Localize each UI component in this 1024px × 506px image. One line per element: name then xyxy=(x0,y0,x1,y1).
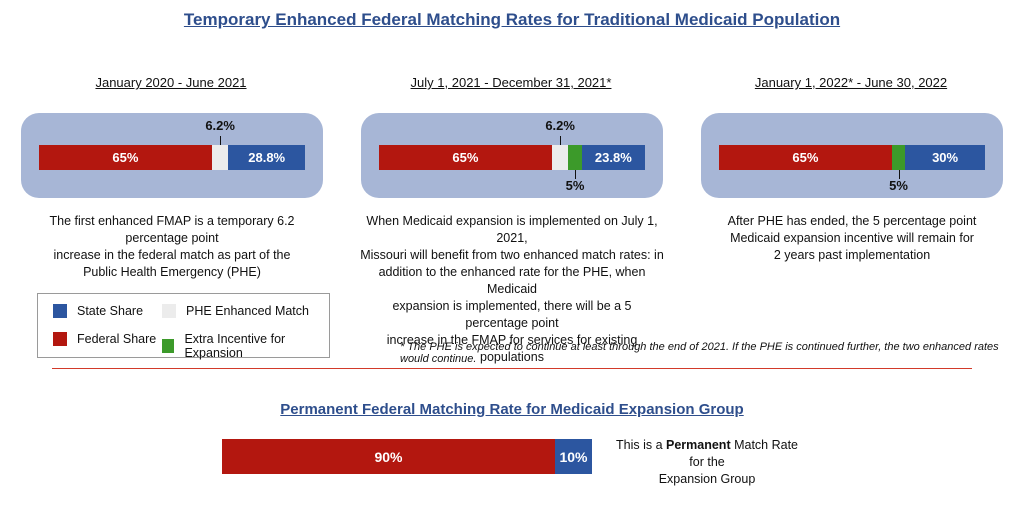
permanent-note: This is a Permanent Match Rate for the E… xyxy=(607,437,807,488)
bar-segment: 65% xyxy=(379,145,552,170)
bar-segment: 23.8% xyxy=(581,145,645,170)
data-label: 6.2% xyxy=(545,118,575,133)
legend-swatch xyxy=(53,304,67,318)
panel-2-description: When Medicaid expansion is implemented o… xyxy=(360,213,664,366)
note-suffix: Match Rate for the xyxy=(689,438,798,469)
bar-segment xyxy=(211,145,229,170)
legend-item-expansion-incentive: Extra Incentive for Expansion xyxy=(162,332,329,360)
legend-swatch xyxy=(53,332,67,346)
desc-line: The first enhanced FMAP is a temporary 6… xyxy=(49,214,295,245)
desc-line: addition to the enhanced rate for the PH… xyxy=(378,265,646,296)
legend-swatch xyxy=(162,304,176,318)
panel-1-title: January 2020 - June 2021 xyxy=(95,75,247,90)
desc-line: increase in the FMAP for services for ex… xyxy=(386,333,638,364)
legend-label: Federal Share xyxy=(77,332,157,346)
legend-label: State Share xyxy=(77,304,144,318)
desc-line: Medicaid expansion incentive will remain… xyxy=(730,231,974,245)
legend-label: Extra Incentive for Expansion xyxy=(184,332,286,360)
main-title: Temporary Enhanced Federal Matching Rate… xyxy=(183,10,841,29)
panel-3-description: After PHE has ended, the 5 percentage po… xyxy=(697,213,1007,264)
bar-segment xyxy=(551,145,569,170)
legend-swatch xyxy=(162,339,175,353)
data-label: 6.2% xyxy=(205,118,235,133)
note-bold: Permanent xyxy=(666,438,731,452)
label-tick xyxy=(898,170,900,179)
divider xyxy=(52,368,972,369)
desc-line: Public Health Emergency (PHE) xyxy=(83,265,261,279)
desc-line: When Medicaid expansion is implemented o… xyxy=(366,214,658,245)
permanent-note-line-2: Expansion Group xyxy=(658,472,756,486)
label-tick xyxy=(560,136,562,145)
data-label: 10% xyxy=(559,448,588,465)
footnote: * The PHE is expected to continue at lea… xyxy=(400,341,999,365)
permanent-title: Permanent Federal Matching Rate for Medi… xyxy=(280,401,744,418)
panel-3-title: January 1, 2022* - June 30, 2022 xyxy=(754,75,948,90)
legend-label: PHE Enhanced Match xyxy=(186,304,309,318)
legend-item-phe-enhanced: PHE Enhanced Match xyxy=(162,304,309,318)
legend-item-state-share: State Share xyxy=(53,304,143,318)
desc-line: Missouri will benefit from two enhanced … xyxy=(360,248,664,262)
bar-segment xyxy=(891,145,906,170)
bar-segment: 30% xyxy=(905,145,985,170)
desc-line: 2 years past implementation xyxy=(773,248,931,262)
data-label: 28.8% xyxy=(248,150,286,165)
panel-2-title: July 1, 2021 - December 31, 2021* xyxy=(410,75,612,90)
bar-segment: 65% xyxy=(719,145,892,170)
data-label: 90% xyxy=(374,448,403,465)
label-tick xyxy=(575,170,577,179)
data-label: 5% xyxy=(889,178,908,193)
panel-1-description: The first enhanced FMAP is a temporary 6… xyxy=(17,213,327,281)
data-label: 23.8% xyxy=(594,150,632,165)
data-label: 65% xyxy=(452,150,479,165)
data-label: 30% xyxy=(932,150,959,165)
data-label: 65% xyxy=(112,150,139,165)
data-label: 5% xyxy=(565,178,585,193)
permanent-note-line-1: This is a Permanent Match Rate for the xyxy=(607,437,807,471)
label-tick xyxy=(220,136,222,145)
bar-segment: 65% xyxy=(39,145,212,170)
bar-segment xyxy=(568,145,582,170)
desc-line: increase in the federal match as part of… xyxy=(53,248,291,262)
bar-segment: 28.8% xyxy=(228,145,305,170)
note-prefix: This is a xyxy=(615,438,666,452)
desc-line: expansion is implemented, there will be … xyxy=(392,299,632,330)
desc-line: After PHE has ended, the 5 percentage po… xyxy=(727,214,977,228)
legend: State Share PHE Enhanced Match Federal S… xyxy=(37,293,330,360)
data-label: 65% xyxy=(792,150,819,165)
bar-segment: 90% xyxy=(222,439,555,474)
bar-segment: 10% xyxy=(555,439,592,474)
legend-item-federal-share: Federal Share xyxy=(53,332,156,346)
